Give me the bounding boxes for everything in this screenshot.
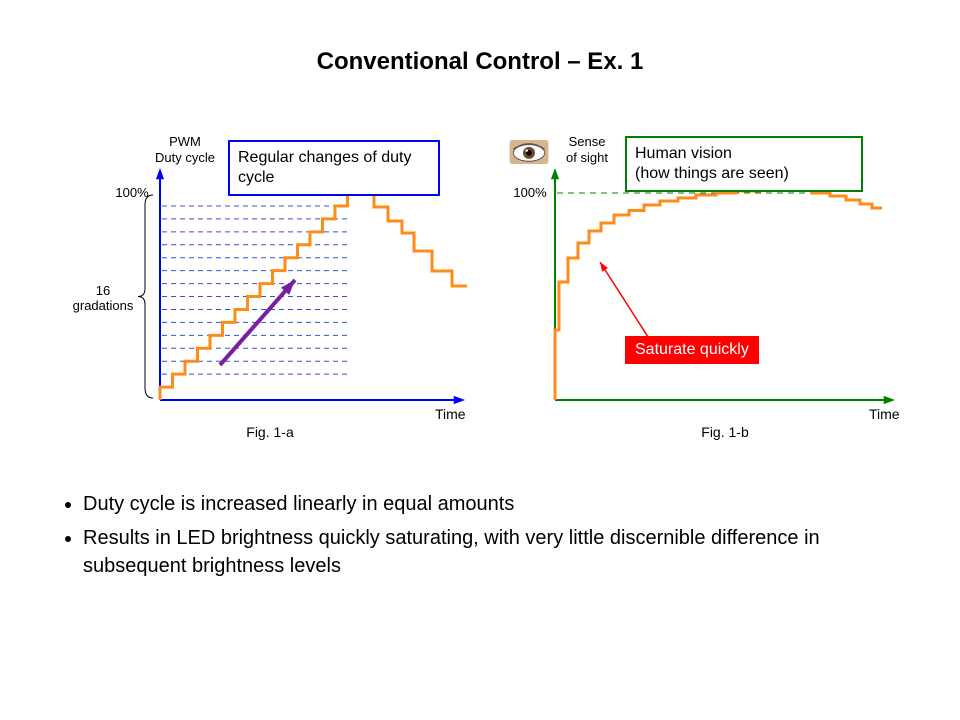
chart-b-100-percent-label: 100% [510,185,550,201]
figure-1a: PWMDuty cycle 100% 16gradations Time Reg… [95,150,470,430]
slide-title: Conventional Control – Ex. 1 [0,48,960,76]
slide-page: Conventional Control – Ex. 1 PWMDuty cyc… [0,0,960,720]
saturate-quickly-label: Saturate quickly [625,336,759,364]
bullet-item: Duty cycle is increased linearly in equa… [83,490,905,518]
chart-a-100-percent-label: 100% [112,185,152,201]
figure-1a-label: Fig. 1-a [220,424,320,440]
figure-1b-label: Fig. 1-b [675,424,775,440]
chart-a-y-axis-label: PWMDuty cycle [140,134,230,165]
chart-a-gradations-label: 16gradations [67,283,139,314]
figure-1b-plot [505,150,900,430]
chart-a-x-axis-label: Time [435,406,466,422]
bullet-list: Duty cycle is increased linearly in equa… [55,490,905,586]
chart-b-y-axis-label: Senseof sight [557,134,617,165]
bullet-item: Results in LED brightness quickly satura… [83,524,905,580]
chart-b-caption-box: Human vision(how things are seen) [625,136,863,192]
eye-icon [509,140,549,164]
chart-a-caption-box: Regular changes of duty cycle [228,140,440,196]
figure-1b: Senseof sight 100% Time Human vision(how… [505,150,900,430]
chart-b-x-axis-label: Time [869,406,900,422]
